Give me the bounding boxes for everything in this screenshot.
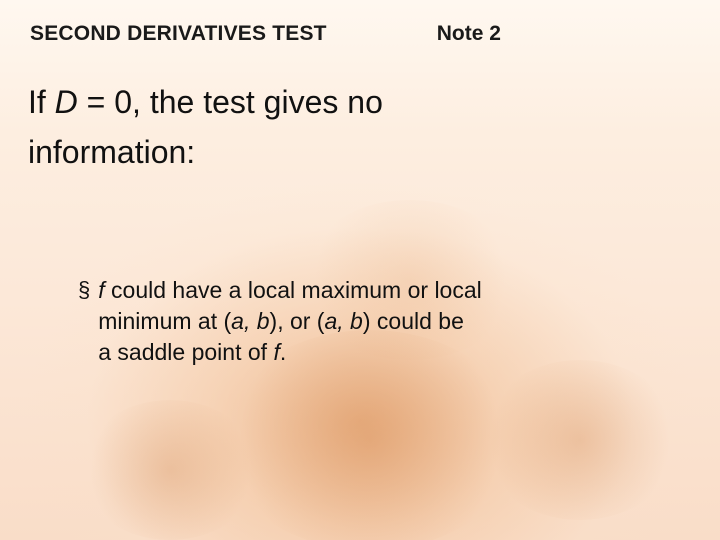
text: a saddle point of — [98, 339, 273, 365]
slide: SECOND DERIVATIVES TEST Note 2 If D = 0,… — [0, 0, 720, 540]
text: ), or ( — [270, 308, 325, 334]
body-text: If D = 0, the test gives no information: — [28, 78, 680, 177]
text: . — [280, 339, 286, 365]
text: If — [28, 84, 55, 120]
text: could have a local maximum or local — [105, 277, 482, 303]
bg-glow — [480, 360, 680, 520]
point-ab: a, b — [324, 308, 362, 334]
bullet-mark-icon: § — [78, 275, 90, 305]
note-label: Note 2 — [437, 22, 501, 46]
bullet-block: § f could have a local maximum or local … — [78, 275, 640, 368]
section-title: SECOND DERIVATIVES TEST — [30, 22, 327, 46]
bullet-text: f could have a local maximum or local mi… — [98, 275, 482, 368]
text: minimum at ( — [98, 308, 231, 334]
body-line-1: If D = 0, the test gives no — [28, 78, 680, 128]
slide-header: SECOND DERIVATIVES TEST Note 2 — [30, 22, 690, 46]
variable-D: D — [55, 84, 78, 120]
body-line-2: information: — [28, 128, 680, 178]
point-ab: a, b — [231, 308, 269, 334]
bg-glow — [80, 400, 260, 540]
bullet-line-2: minimum at (a, b), or (a, b) could be — [98, 306, 482, 337]
bullet-line-1: f could have a local maximum or local — [98, 275, 482, 306]
bullet-line-3: a saddle point of f. — [98, 337, 482, 368]
bullet-item: § f could have a local maximum or local … — [78, 275, 640, 368]
text: = 0, the test gives no — [78, 84, 383, 120]
text: ) could be — [363, 308, 464, 334]
